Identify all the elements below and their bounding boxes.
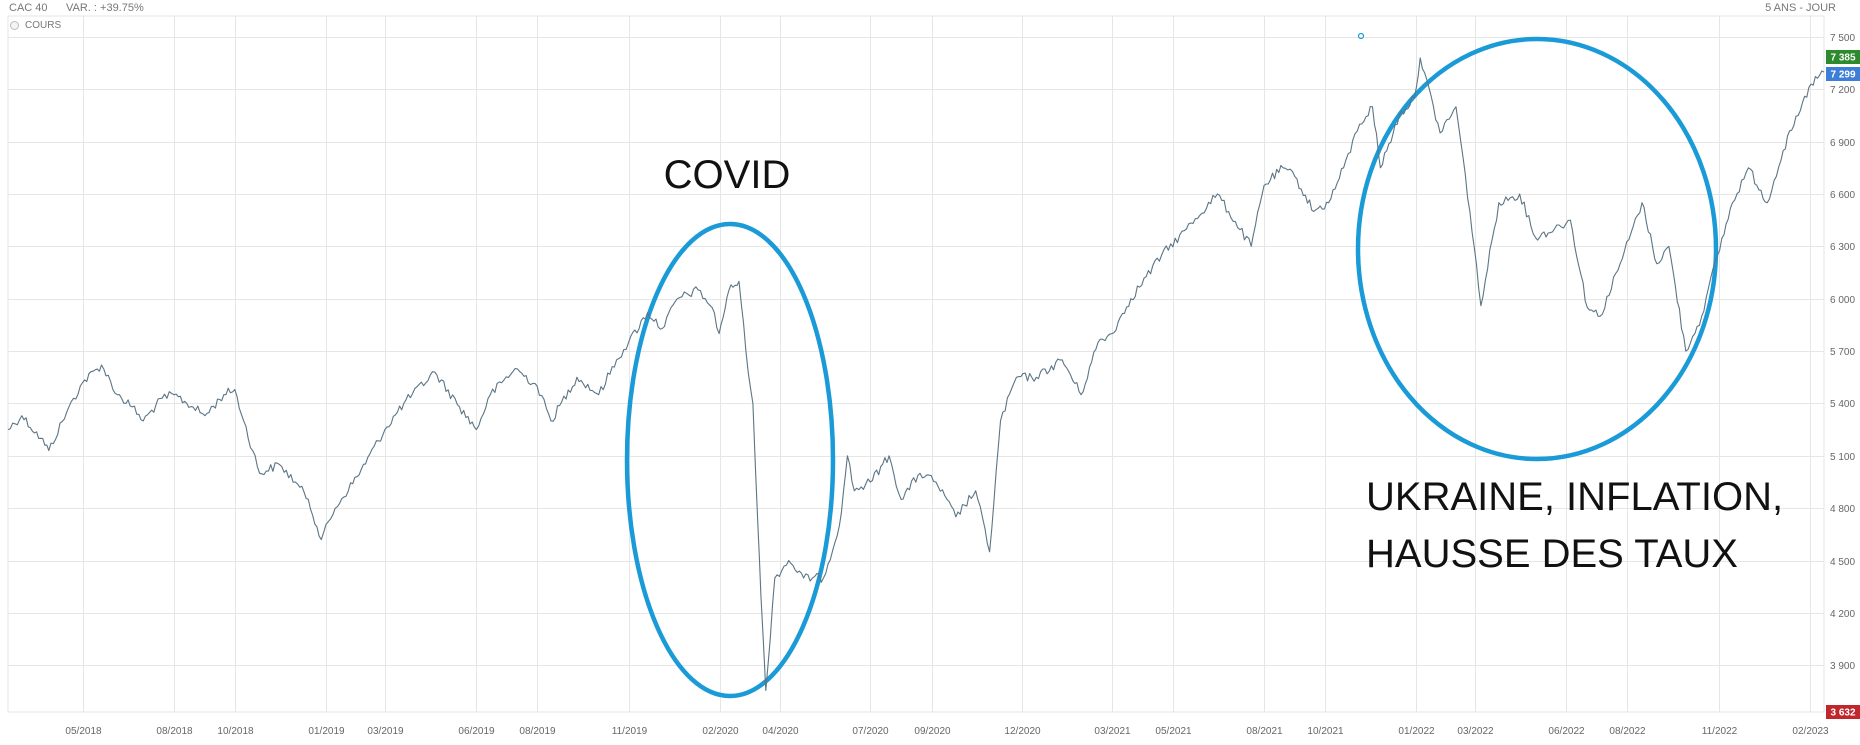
plot-frame xyxy=(7,15,1825,713)
y-tick-label: 6 600 xyxy=(1830,190,1855,201)
x-tick-label: 01/2019 xyxy=(308,726,345,737)
legend-series-label: COURS xyxy=(25,20,62,31)
value-badge-bg xyxy=(1826,50,1860,64)
x-tick-label: 06/2022 xyxy=(1548,726,1585,737)
ukraine-annotation-line: HAUSSE DES TAUX xyxy=(1366,532,1738,576)
ukraine-highlight-circle xyxy=(1355,36,1719,462)
annotations: COVID UKRAINE, INFLATION, HAUSSE DES TAUX xyxy=(624,36,1783,699)
y-tick-label: 4 500 xyxy=(1830,557,1855,568)
x-tick-label: 07/2020 xyxy=(852,726,889,737)
x-tick-label: 03/2022 xyxy=(1457,726,1494,737)
series xyxy=(7,32,1825,692)
x-tick-label: 12/2020 xyxy=(1004,726,1041,737)
y-tick-label: 4 200 xyxy=(1830,609,1855,620)
variation-label: VAR. : +39.75% xyxy=(66,2,144,14)
y-tick-label: 6 900 xyxy=(1830,138,1855,149)
x-tick-label: 10/2018 xyxy=(217,726,254,737)
y-tick-label: 3 900 xyxy=(1830,661,1855,672)
y-tick-label: 5 100 xyxy=(1830,452,1855,463)
y-tick-label: 7 200 xyxy=(1830,85,1855,96)
x-tick-label: 02/2023 xyxy=(1792,726,1829,737)
x-tick-label: 08/2021 xyxy=(1246,726,1283,737)
period-selector[interactable]: 5 ANS - JOUR xyxy=(1765,2,1836,14)
value-badge-label: 3 632 xyxy=(1830,708,1855,719)
x-tick-label: 11/2022 xyxy=(1702,726,1738,737)
x-tick-label: 03/2021 xyxy=(1094,726,1131,737)
x-tick-label: 11/2019 xyxy=(612,726,648,737)
covid-annotation: COVID xyxy=(664,153,791,197)
x-tick-label: 02/2020 xyxy=(702,726,739,737)
x-tick-label: 09/2020 xyxy=(914,726,951,737)
value-badge: 7 299 xyxy=(1826,67,1860,81)
value-badge: 7 385 xyxy=(1826,50,1860,64)
value-badge-bg xyxy=(1826,705,1860,719)
axes: 3 900 4 200 4 500 4 800 5 100 5 400 5 700 6 000… xyxy=(65,33,1860,737)
x-tick-label: 08/2018 xyxy=(156,726,193,737)
y-tick-label: 4 800 xyxy=(1830,504,1855,515)
x-tick-label: 01/2022 xyxy=(1398,726,1435,737)
legend-circle-icon[interactable] xyxy=(10,21,19,30)
value-badge: 3 632 xyxy=(1826,705,1860,719)
x-tick-label: 06/2019 xyxy=(458,726,495,737)
value-badge-bg xyxy=(1826,67,1860,81)
event-marker-icon xyxy=(1357,32,1365,40)
index-name: CAC 40 xyxy=(9,2,48,14)
price-line-series xyxy=(7,57,1825,692)
x-tick-label: 03/2019 xyxy=(367,726,404,737)
x-tick-label: 04/2020 xyxy=(762,726,799,737)
y-tick-label: 5 700 xyxy=(1830,347,1855,358)
ukraine-annotation-line: UKRAINE, INFLATION, xyxy=(1366,475,1783,519)
y-tick-label: 6 300 xyxy=(1830,242,1855,253)
chart-header: CAC 40 VAR. : +39.75% 5 ANS - JOUR xyxy=(0,0,1860,16)
x-tick-label: 08/2019 xyxy=(519,726,556,737)
y-tick-label: 7 500 xyxy=(1830,33,1855,44)
y-tick-label: 5 400 xyxy=(1830,399,1855,410)
x-tick-label: 08/2022 xyxy=(1609,726,1646,737)
x-tick-label: 05/2021 xyxy=(1155,726,1192,737)
value-badge-label: 7 299 xyxy=(1830,70,1855,81)
grid xyxy=(7,15,1825,713)
value-badge-label: 7 385 xyxy=(1830,53,1855,64)
series-legend[interactable]: COURS xyxy=(10,20,61,31)
x-tick-label: 05/2018 xyxy=(65,726,102,737)
x-tick-label: 10/2021 xyxy=(1307,726,1344,737)
y-tick-label: 6 000 xyxy=(1830,295,1855,306)
covid-highlight-circle xyxy=(624,221,836,699)
